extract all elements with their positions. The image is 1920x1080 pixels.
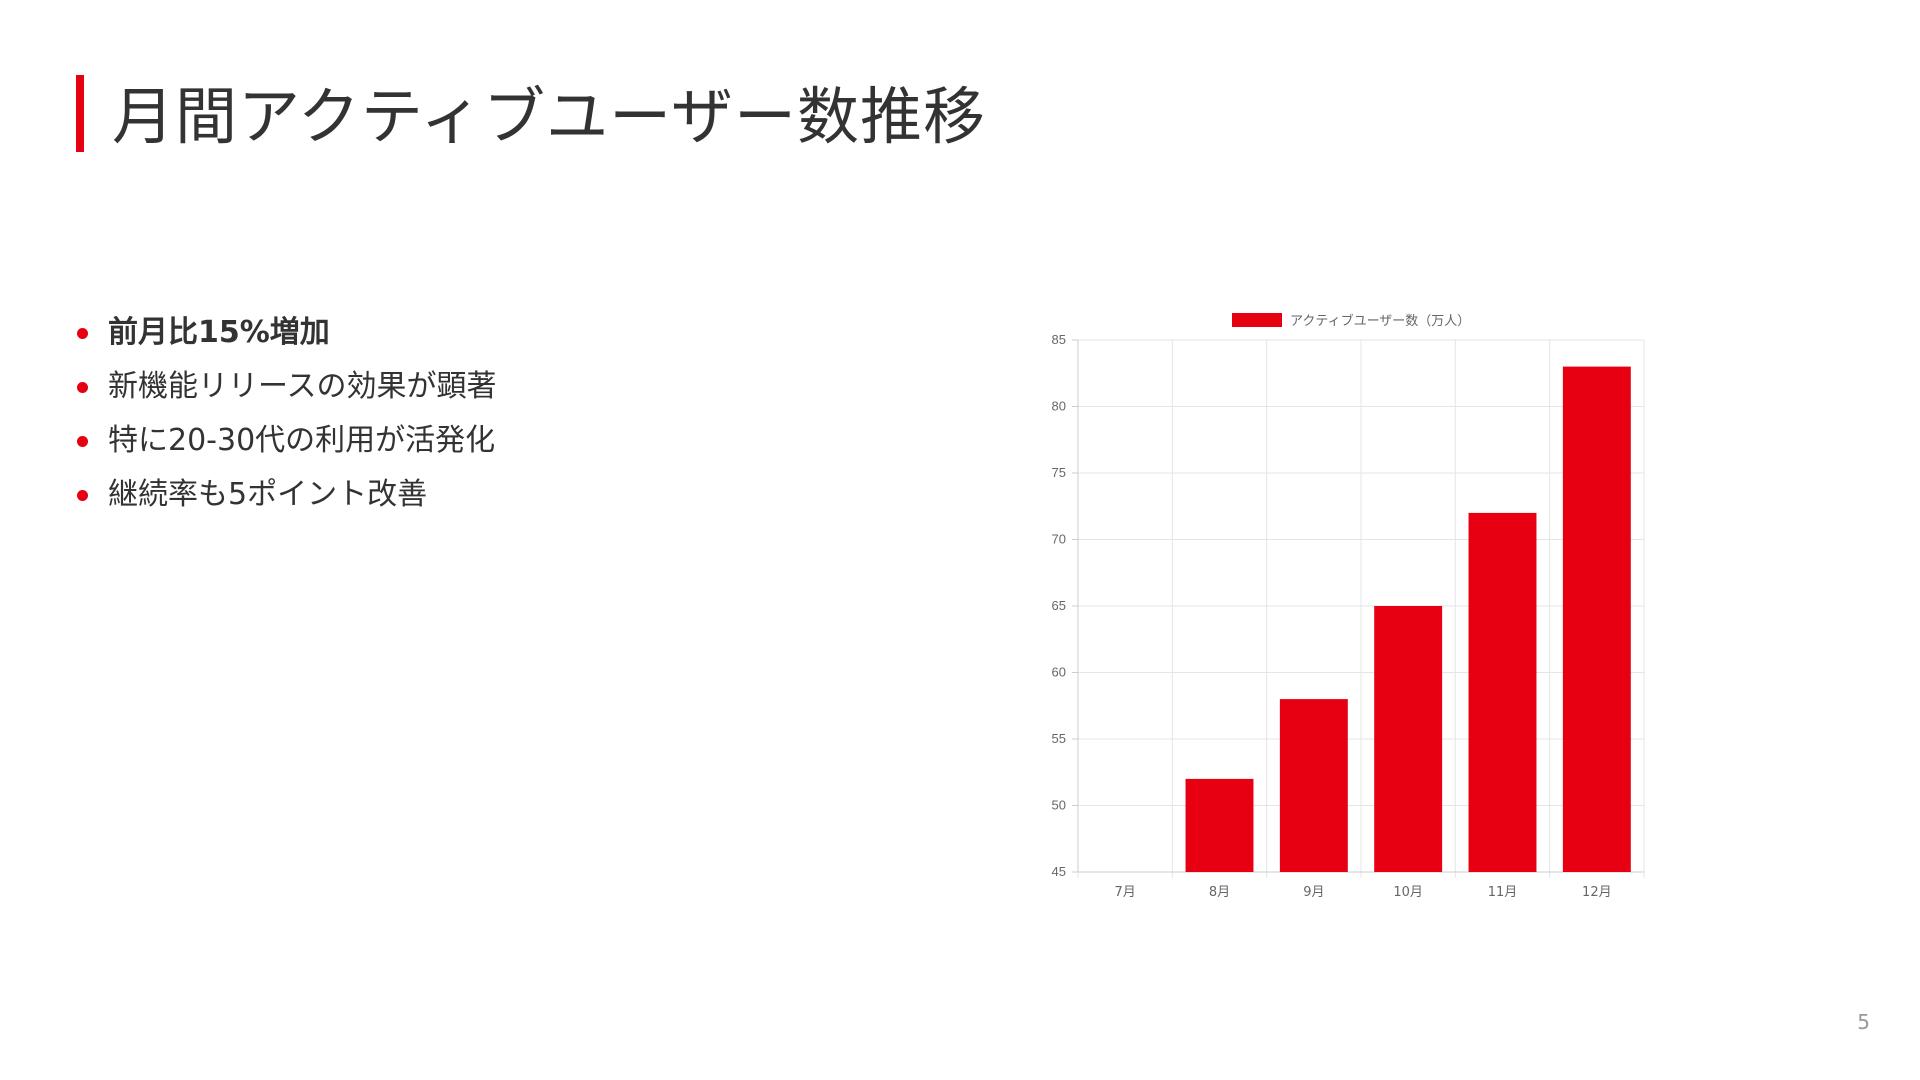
- legend-swatch: [1232, 313, 1282, 327]
- bullet-item: 継続率も5ポイント改善: [76, 468, 497, 522]
- x-tick-label: 9月: [1303, 885, 1324, 900]
- y-tick-label: 65: [1052, 598, 1066, 613]
- bullet-item: 前月比15%増加: [76, 306, 497, 360]
- y-tick-label: 70: [1052, 532, 1066, 547]
- y-tick-label: 80: [1052, 399, 1066, 414]
- page-number: 5: [1857, 1010, 1870, 1034]
- y-tick-label: 75: [1052, 465, 1066, 480]
- bullet-dot: [77, 490, 88, 501]
- bullet-dot: [77, 382, 88, 393]
- chart-bar: [1562, 366, 1631, 872]
- y-tick-label: 50: [1052, 798, 1066, 813]
- chart-bar: [1374, 606, 1443, 872]
- x-tick-label: 8月: [1209, 885, 1230, 900]
- bullet-dot: [77, 436, 88, 447]
- bullet-text: 継続率も5ポイント改善: [108, 477, 428, 512]
- bullet-text: 前月比15%増加: [108, 315, 330, 350]
- x-tick-label: 10月: [1393, 885, 1423, 900]
- title-accent-bar: [76, 75, 84, 152]
- y-tick-label: 45: [1052, 864, 1066, 879]
- y-tick-label: 55: [1052, 731, 1066, 746]
- y-tick-label: 85: [1052, 332, 1066, 347]
- slide-title: 月間アクティブユーザー数推移: [112, 80, 986, 153]
- bullet-dot: [77, 328, 88, 339]
- bar-chart: 45 50 55 60 65 70 75 80 85 7月 8月 9月 10月 11月 12月 アクティブユー…: [1030, 300, 1690, 920]
- chart-bar: [1279, 699, 1348, 872]
- chart-bar: [1468, 512, 1537, 872]
- bullet-text: 新機能リリースの効果が顕著: [108, 369, 497, 404]
- chart-bar: [1185, 778, 1254, 872]
- bullet-text: 特に20-30代の利用が活発化: [108, 423, 496, 458]
- x-tick-label: 12月: [1582, 885, 1612, 900]
- legend-label: アクティブユーザー数（万人）: [1290, 313, 1470, 329]
- bullet-item: 特に20-30代の利用が活発化: [76, 414, 497, 468]
- bullet-list: 前月比15%増加 新機能リリースの効果が顕著 特に20-30代の利用が活発化 継…: [76, 306, 497, 522]
- y-tick-label: 60: [1052, 665, 1066, 680]
- x-tick-label: 11月: [1488, 885, 1518, 900]
- chart-svg: 45 50 55 60 65 70 75 80 85 7月 8月 9月 10月 11月 12月 アクティブユー…: [1052, 313, 1645, 900]
- x-tick-label: 7月: [1115, 885, 1136, 900]
- bullet-item: 新機能リリースの効果が顕著: [76, 360, 497, 414]
